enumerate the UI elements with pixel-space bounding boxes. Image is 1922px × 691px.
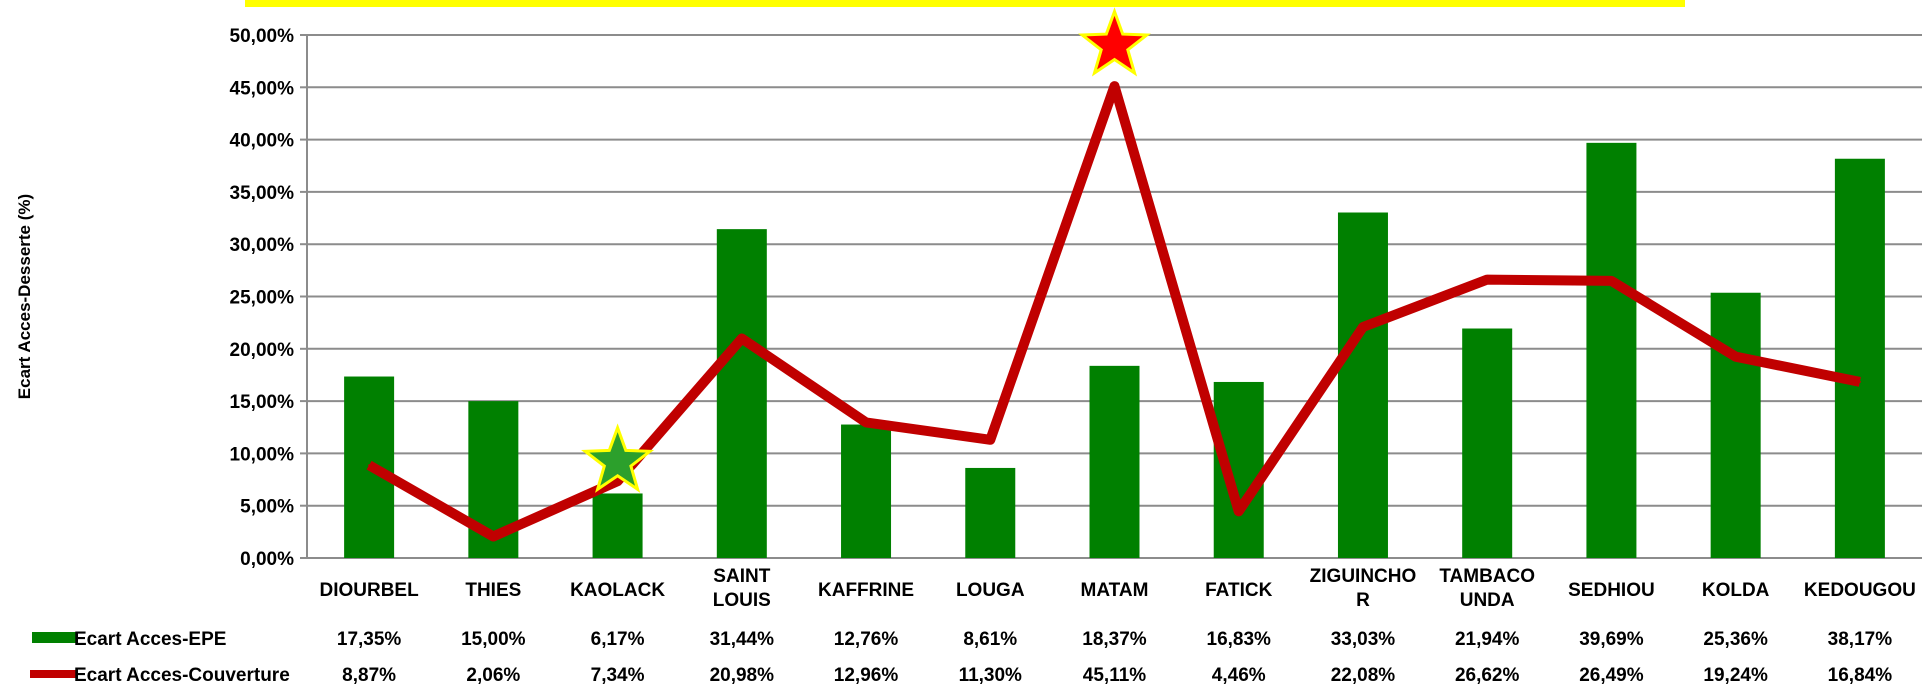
line-point bbox=[1361, 326, 1364, 329]
table-value: 21,94% bbox=[1455, 629, 1520, 650]
x-category-label: KAFFRINE bbox=[818, 580, 914, 601]
x-category-label: KEDOUGOU bbox=[1804, 580, 1916, 601]
top-banner bbox=[245, 0, 1685, 7]
table-value: 19,24% bbox=[1703, 665, 1768, 686]
x-category-label: UNDA bbox=[1460, 590, 1515, 611]
table-value: 16,84% bbox=[1828, 665, 1893, 686]
line-point bbox=[865, 421, 868, 424]
table-value: 33,03% bbox=[1331, 629, 1396, 650]
y-tick-label: 15,00% bbox=[230, 392, 295, 413]
x-category-label: KAOLACK bbox=[570, 580, 665, 601]
bar bbox=[965, 467, 1016, 558]
table-value: 17,35% bbox=[337, 629, 402, 650]
table-value: 38,17% bbox=[1828, 629, 1893, 650]
star-marker-icon bbox=[1078, 7, 1151, 77]
y-tick-label: 35,00% bbox=[230, 183, 295, 204]
bar bbox=[1586, 142, 1637, 559]
y-tick-label: 0,00% bbox=[240, 549, 294, 570]
bar bbox=[1462, 328, 1513, 558]
y-tick-label: 50,00% bbox=[230, 26, 295, 47]
y-tick-label: 30,00% bbox=[230, 235, 295, 256]
x-category-label: SAINT bbox=[713, 566, 770, 587]
table-value: 45,11% bbox=[1083, 665, 1146, 686]
table-value: 26,49% bbox=[1579, 665, 1644, 686]
table-value: 20,98% bbox=[710, 665, 775, 686]
x-category-label: DIOURBEL bbox=[319, 580, 419, 601]
table-value: 31,44% bbox=[710, 629, 775, 650]
table-value: 6,17% bbox=[591, 629, 645, 650]
line-point bbox=[989, 438, 992, 441]
y-tick-label: 10,00% bbox=[230, 444, 295, 465]
line-point bbox=[740, 337, 743, 340]
legend-label: Ecart Acces-Couverture bbox=[74, 665, 290, 686]
x-category-label: MATAM bbox=[1081, 580, 1149, 601]
line-point bbox=[1610, 279, 1613, 282]
table-value: 8,61% bbox=[963, 629, 1017, 650]
bar bbox=[1710, 292, 1761, 558]
x-category-label: FATICK bbox=[1205, 580, 1272, 601]
x-category-label: LOUIS bbox=[713, 590, 771, 611]
line-point bbox=[368, 464, 371, 467]
line-point bbox=[616, 480, 619, 483]
line-point bbox=[1734, 355, 1737, 358]
y-tick-label: 45,00% bbox=[230, 78, 295, 99]
y-axis-title: Ecart Acces-Desserte (%) bbox=[15, 194, 34, 399]
bar bbox=[1337, 212, 1388, 558]
line-point bbox=[492, 535, 495, 538]
table-value: 26,62% bbox=[1455, 665, 1520, 686]
bar bbox=[841, 424, 892, 558]
bar bbox=[1834, 158, 1885, 558]
star-marker-icon bbox=[581, 423, 655, 493]
y-tick-label: 40,00% bbox=[230, 131, 295, 152]
table-value: 25,36% bbox=[1703, 629, 1768, 650]
x-category-label: THIES bbox=[465, 580, 521, 601]
x-category-label: TAMBACO bbox=[1439, 566, 1535, 587]
x-category-label: LOUGA bbox=[956, 580, 1025, 601]
bar bbox=[716, 229, 767, 558]
line-point bbox=[1237, 510, 1240, 513]
line-point bbox=[1486, 278, 1489, 281]
table-value: 4,46% bbox=[1212, 665, 1266, 686]
x-category-label: ZIGUINCHO bbox=[1310, 566, 1417, 587]
x-category-label: R bbox=[1356, 590, 1370, 611]
table-value: 16,83% bbox=[1207, 629, 1272, 650]
table-value: 39,69% bbox=[1579, 629, 1644, 650]
x-category-label: SEDHIOU bbox=[1568, 580, 1655, 601]
bar bbox=[1089, 365, 1140, 558]
y-tick-label: 20,00% bbox=[230, 340, 295, 361]
y-tick-label: 25,00% bbox=[230, 288, 295, 309]
bar bbox=[592, 493, 643, 558]
line-point bbox=[1113, 85, 1116, 88]
x-category-label: KOLDA bbox=[1702, 580, 1770, 601]
line-point bbox=[1858, 380, 1861, 383]
table-value: 22,08% bbox=[1331, 665, 1396, 686]
table-value: 11,30% bbox=[959, 665, 1022, 686]
y-tick-label: 5,00% bbox=[240, 497, 294, 518]
table-value: 18,37% bbox=[1082, 629, 1147, 650]
legend-swatch-bar bbox=[32, 632, 76, 643]
bar bbox=[1213, 381, 1264, 558]
table-value: 12,96% bbox=[834, 665, 899, 686]
table-value: 7,34% bbox=[591, 665, 645, 686]
table-value: 2,06% bbox=[466, 665, 520, 686]
table-value: 8,87% bbox=[342, 665, 396, 686]
table-value: 15,00% bbox=[461, 629, 526, 650]
legend-label: Ecart Acces-EPE bbox=[74, 629, 226, 650]
table-value: 12,76% bbox=[834, 629, 899, 650]
